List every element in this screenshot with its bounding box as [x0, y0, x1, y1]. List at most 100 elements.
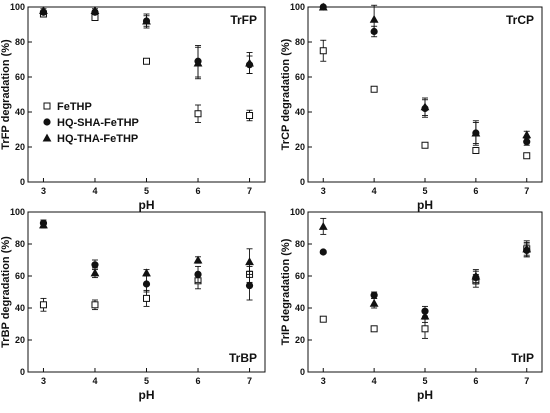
- x-tick-label: 7: [247, 186, 252, 196]
- data-point: [91, 301, 99, 309]
- y-tick-label: 0: [20, 367, 25, 377]
- y-tick-label: 0: [20, 177, 25, 187]
- y-tick-label: 80: [15, 37, 25, 47]
- x-tick-label: 5: [144, 186, 149, 196]
- y-tick-label: 100: [290, 2, 305, 12]
- panel-trfp: 0 20 40 60 80 100 3 4 5 6 7 pH TrFP degradation (%) T…: [0, 2, 266, 212]
- data-point: [523, 138, 531, 146]
- x-tick-label: 4: [372, 186, 377, 196]
- series-hq-sha-fethp: [319, 243, 531, 317]
- y-tick-label: 80: [295, 239, 305, 249]
- x-tick-label: 5: [422, 186, 427, 196]
- y-tick-label: 20: [295, 335, 305, 345]
- plot-frame: [27, 6, 266, 183]
- x-tick-label: 7: [524, 186, 529, 196]
- plot-frame: [307, 6, 543, 183]
- data-point: [370, 291, 378, 299]
- panel-title: TrFP: [230, 13, 257, 27]
- y-tick-label: 40: [295, 303, 305, 313]
- y-tick-label: 0: [300, 367, 305, 377]
- data-point: [318, 2, 328, 11]
- data-point: [39, 301, 47, 309]
- data-point: [143, 57, 150, 65]
- y-tick-label: 0: [300, 177, 305, 187]
- data-point: [319, 315, 327, 323]
- y-tick-label: 40: [15, 107, 25, 117]
- data-point: [471, 128, 481, 137]
- data-point: [91, 261, 99, 269]
- data-point: [421, 325, 429, 333]
- legend-marker: [42, 133, 52, 142]
- data-point: [245, 58, 254, 67]
- x-axis-title: pH: [417, 388, 433, 402]
- series-hq-tha-fethp: [318, 2, 532, 146]
- y-axis-title: TrCP degradation (%): [280, 38, 292, 150]
- x-tick-label: 7: [524, 376, 529, 386]
- series-hq-tha-fethp: [39, 6, 254, 80]
- panel-title: TrIP: [511, 351, 534, 365]
- panel-title: TrBP: [229, 351, 257, 365]
- data-point: [193, 255, 203, 264]
- data-point: [143, 294, 150, 302]
- panel-title: TrCP: [506, 13, 534, 27]
- data-point: [523, 152, 531, 160]
- legend-label: HQ-THA-FeTHP: [57, 133, 138, 145]
- legend-item-hq-tha-fethp: HQ-THA-FeTHP: [42, 133, 138, 145]
- y-axis-title: TrFP degradation (%): [0, 39, 12, 150]
- x-tick-label: 6: [196, 186, 201, 196]
- y-tick-label: 40: [15, 303, 25, 313]
- x-tick-label: 7: [247, 376, 252, 386]
- series-fethp: [319, 241, 531, 339]
- x-axis-title: pH: [139, 388, 155, 402]
- data-point: [420, 311, 430, 320]
- x-tick-label: 6: [473, 186, 478, 196]
- legend-marker: [43, 102, 51, 110]
- data-point: [142, 280, 151, 288]
- plot-frame: [307, 211, 543, 373]
- x-tick-label: 3: [321, 376, 326, 386]
- data-point: [193, 58, 203, 67]
- data-point: [370, 325, 378, 333]
- data-point: [245, 282, 254, 290]
- x-tick-label: 3: [321, 186, 326, 196]
- data-point: [90, 6, 100, 15]
- series-hq-tha-fethp: [39, 220, 254, 279]
- data-point: [194, 110, 202, 118]
- x-tick-label: 4: [92, 376, 97, 386]
- data-point: [369, 14, 379, 23]
- data-point: [142, 268, 151, 277]
- y-tick-label: 60: [15, 271, 25, 281]
- data-point: [420, 102, 430, 111]
- y-tick-label: 80: [295, 37, 305, 47]
- y-tick-label: 60: [15, 72, 25, 82]
- data-point: [522, 244, 532, 253]
- data-point: [39, 6, 48, 15]
- y-tick-label: 20: [15, 142, 25, 152]
- x-axis-title: pH: [139, 198, 155, 212]
- series-fethp: [319, 39, 531, 160]
- y-tick-label: 60: [295, 72, 305, 82]
- data-point: [370, 85, 378, 93]
- data-point: [90, 268, 100, 277]
- data-point: [142, 16, 151, 25]
- data-point: [245, 257, 254, 266]
- panel-trcp: 0 20 40 60 80 100 3 4 5 6 7 pH TrCP degradation (%) T…: [280, 2, 543, 212]
- data-point: [522, 130, 532, 139]
- legend-marker: [43, 118, 51, 126]
- y-tick-label: 20: [295, 142, 305, 152]
- panel-trip: 0 20 40 60 80 100 3 4 5 6 7 pH TrIP degradation (%) T…: [280, 207, 543, 402]
- y-tick-label: 100: [10, 2, 25, 12]
- data-point: [246, 112, 254, 119]
- y-tick-label: 40: [295, 107, 305, 117]
- series-hq-tha-fethp: [318, 217, 532, 323]
- data-point: [369, 298, 379, 307]
- x-tick-label: 3: [41, 376, 46, 386]
- data-point: [319, 248, 327, 256]
- data-point: [319, 47, 327, 55]
- y-axis-title: TrIP degradation (%): [280, 238, 292, 345]
- x-tick-label: 6: [473, 376, 478, 386]
- data-point: [318, 222, 328, 230]
- x-tick-label: 3: [41, 186, 46, 196]
- panel-trbp: 0 20 40 60 80 100 3 4 5 6 7 pH TrBP degradation (%) T…: [0, 207, 266, 402]
